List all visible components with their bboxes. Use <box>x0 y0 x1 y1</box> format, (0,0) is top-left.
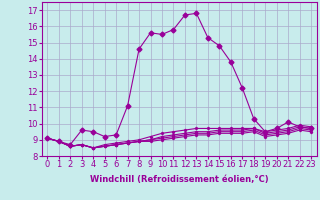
X-axis label: Windchill (Refroidissement éolien,°C): Windchill (Refroidissement éolien,°C) <box>90 175 268 184</box>
